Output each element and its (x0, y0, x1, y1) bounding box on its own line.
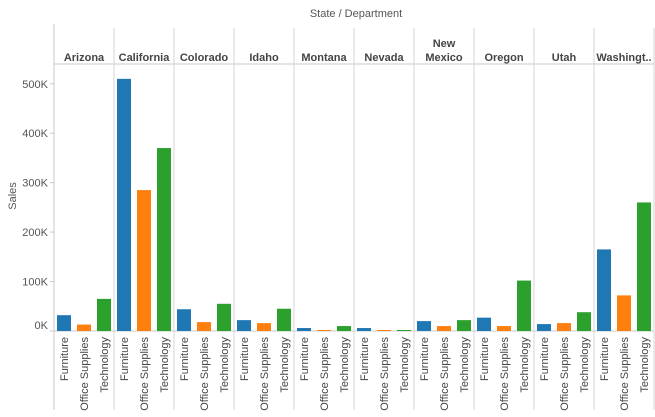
state-header: Idaho (249, 52, 279, 64)
state-panel: New Mexico Furniture Office Supplies Technol… (417, 28, 475, 411)
bar-office-supplies (377, 330, 391, 331)
x-tick-label: Office Supplies (259, 337, 271, 411)
bar-technology (457, 320, 471, 331)
state-header: Colorado (180, 52, 229, 64)
bar-office-supplies (137, 190, 151, 331)
x-tick-label: Furniture (599, 337, 611, 381)
bar-technology (517, 280, 531, 331)
state-header: Nevada (364, 52, 404, 64)
bar-furniture (117, 78, 131, 331)
y-axis: 0K 100K 200K 300K 400K 500K (22, 79, 54, 332)
y-tick-label: 100K (22, 277, 48, 289)
bar-office-supplies (557, 323, 571, 331)
bar-office-supplies (197, 322, 211, 331)
bar-technology (337, 326, 351, 331)
x-tick-label: Technology (579, 337, 591, 393)
x-tick-label: Office Supplies (139, 337, 151, 411)
state-panel: Washingt.. Furniture Office Supplies Techno… (596, 28, 655, 411)
x-tick-label: Technology (279, 337, 291, 393)
bar-furniture (597, 249, 611, 331)
x-tick-label: Office Supplies (499, 337, 511, 411)
bar-technology (277, 308, 291, 331)
state-panel: Colorado Furniture Office Supplies Technolo… (177, 28, 235, 411)
chart-title: State / Department (310, 8, 402, 20)
bar-office-supplies (77, 324, 91, 331)
state-header: Washingt.. (596, 52, 651, 64)
x-tick-label: Office Supplies (79, 337, 91, 411)
bar-office-supplies (257, 323, 271, 331)
x-tick-label: Office Supplies (379, 337, 391, 411)
x-tick-label: Furniture (239, 337, 251, 381)
x-tick-label: Technology (219, 337, 231, 393)
x-tick-label: Furniture (179, 337, 191, 381)
state-panel: California Furniture Office Supplies Techno… (117, 28, 175, 411)
x-tick-label: Technology (519, 337, 531, 393)
x-tick-label: Technology (639, 337, 651, 393)
x-tick-label: Furniture (359, 337, 371, 381)
state-header: Utah (552, 52, 577, 64)
state-panel: Montana Furniture Office Supplies Technolog… (297, 28, 355, 411)
state-panel: Nevada Furniture Office Supplies Technology (357, 28, 415, 411)
x-tick-label: Furniture (419, 337, 431, 381)
y-tick-label: 300K (22, 178, 48, 190)
bar-office-supplies (617, 295, 631, 331)
bar-furniture (477, 317, 491, 331)
state-panel: Idaho Furniture Office Supplies Technology (237, 28, 295, 411)
y-tick-label: 200K (22, 227, 48, 239)
state-panels: Arizona Furniture Office Supplies Technolog… (57, 28, 655, 411)
state-header: California (119, 52, 171, 64)
y-axis-label: Sales (7, 182, 19, 210)
state-panel: Arizona Furniture Office Supplies Technolog… (57, 28, 115, 411)
bar-furniture (297, 328, 311, 331)
x-tick-label: Office Supplies (559, 337, 571, 411)
state-panel: Oregon Furniture Office Supplies Technology (477, 28, 535, 411)
bar-technology (397, 330, 411, 331)
x-tick-label: Office Supplies (439, 337, 451, 411)
y-tick-label: 0K (35, 320, 49, 332)
x-tick-label: Office Supplies (619, 337, 631, 411)
x-tick-label: Furniture (539, 337, 551, 381)
state-header: New Mexico (425, 38, 463, 64)
y-tick-label: 400K (22, 128, 48, 140)
state-header: Arizona (64, 52, 105, 64)
bar-office-supplies (437, 326, 451, 331)
x-tick-label: Furniture (59, 337, 71, 381)
bar-furniture (57, 315, 71, 331)
x-tick-label: Technology (339, 337, 351, 393)
state-header: Montana (301, 52, 347, 64)
x-tick-label: Furniture (299, 337, 311, 381)
x-tick-label: Technology (99, 337, 111, 393)
x-tick-label: Office Supplies (319, 337, 331, 411)
x-tick-label: Office Supplies (199, 337, 211, 411)
y-tick-label: 500K (22, 79, 48, 91)
bar-furniture (177, 309, 191, 331)
bar-technology (577, 312, 591, 331)
bar-furniture (237, 320, 251, 331)
x-tick-label: Furniture (119, 337, 131, 381)
bar-technology (637, 202, 651, 331)
bar-technology (97, 298, 111, 331)
x-tick-label: Technology (399, 337, 411, 393)
state-panel: Utah Furniture Office Supplies Technology (537, 28, 595, 411)
bar-furniture (357, 328, 371, 331)
x-tick-label: Furniture (479, 337, 491, 381)
bar-technology (217, 303, 231, 331)
bar-technology (157, 148, 171, 331)
bar-furniture (537, 324, 551, 331)
bar-office-supplies (497, 326, 511, 331)
bar-furniture (417, 321, 431, 331)
bar-office-supplies (317, 330, 331, 331)
x-tick-label: Technology (459, 337, 471, 393)
state-header: Oregon (484, 52, 523, 64)
x-tick-label: Technology (159, 337, 171, 393)
